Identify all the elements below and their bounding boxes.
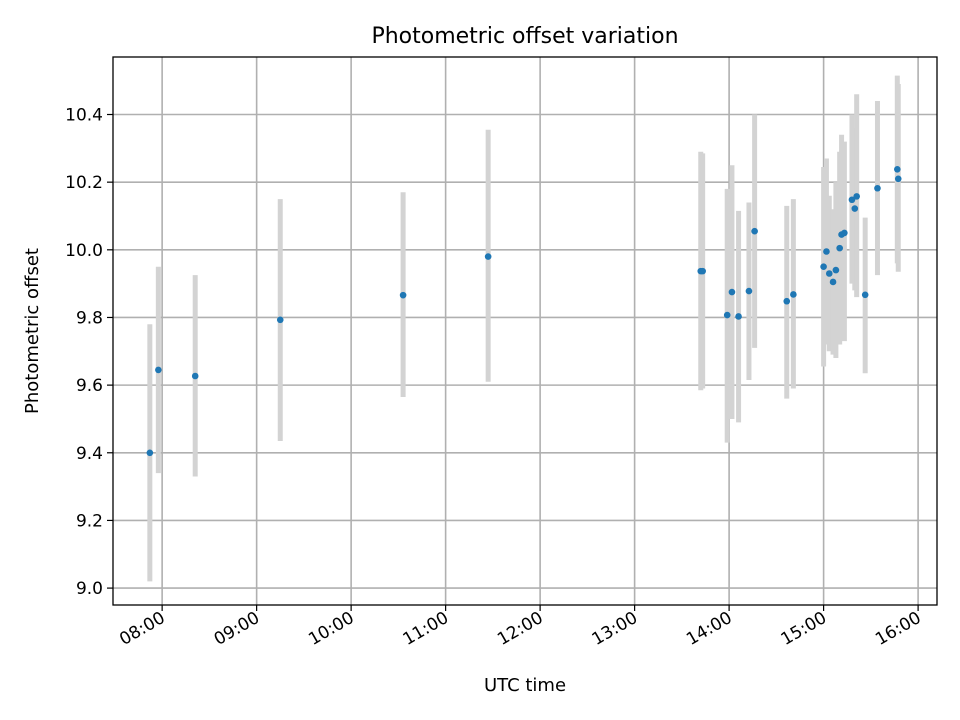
y-axis-ticks: 9.0 9.2 9.4 9.6 9.8 10.0 10.2 10.4 (65, 106, 113, 599)
y-tick-label: 9.6 (76, 376, 103, 396)
x-tick-label: 16:00 (872, 608, 924, 650)
y-tick-label: 10.4 (65, 106, 103, 126)
data-point (832, 266, 840, 274)
data-point (728, 288, 736, 296)
data-point (848, 196, 856, 204)
data-point (399, 291, 407, 299)
chart-title: Photometric offset variation (371, 24, 678, 49)
data-points (146, 166, 902, 457)
x-axis-ticks: 08:00 09:00 10:00 11:00 12:00 13:00 14:00 15:00… (116, 605, 925, 650)
data-point (851, 205, 859, 212)
x-tick-label: 10:00 (305, 608, 357, 650)
data-point (155, 366, 162, 374)
plot-frame (112, 56, 938, 606)
data-point (146, 449, 154, 457)
data-point (745, 287, 753, 295)
data-point (783, 297, 791, 305)
data-point (825, 270, 833, 277)
data-point (829, 278, 837, 286)
data-point (735, 313, 742, 320)
y-tick-label: 9.2 (76, 511, 103, 531)
y-tick-label: 9.8 (76, 308, 103, 328)
data-point (874, 184, 881, 192)
x-axis-label: UTC time (484, 675, 566, 696)
y-tick-label: 10.2 (65, 173, 103, 193)
data-point (191, 372, 199, 380)
data-point (894, 166, 901, 173)
data-point (823, 248, 830, 255)
y-tick-label: 9.0 (76, 579, 103, 599)
y-tick-label: 10.0 (65, 241, 103, 261)
data-point (861, 291, 869, 299)
grid-lines (113, 57, 937, 605)
data-point (790, 291, 797, 298)
data-point (723, 311, 731, 319)
data-point (820, 263, 827, 271)
data-point (841, 229, 848, 237)
x-tick-label: 14:00 (683, 608, 735, 650)
data-point (894, 175, 902, 183)
x-tick-label: 08:00 (116, 608, 168, 650)
x-tick-label: 13:00 (589, 608, 641, 650)
data-point (836, 244, 843, 252)
x-tick-label: 15:00 (778, 608, 830, 650)
y-tick-label: 9.4 (76, 444, 103, 464)
y-axis-label: Photometric offset (22, 248, 43, 414)
x-tick-label: 12:00 (494, 608, 546, 650)
x-tick-label: 11:00 (400, 608, 452, 650)
data-point (751, 227, 758, 235)
data-point (276, 316, 284, 324)
error-bars (147, 75, 901, 582)
data-point (853, 193, 860, 200)
x-tick-label: 09:00 (211, 608, 263, 650)
data-point (699, 267, 706, 275)
data-point (484, 253, 492, 260)
